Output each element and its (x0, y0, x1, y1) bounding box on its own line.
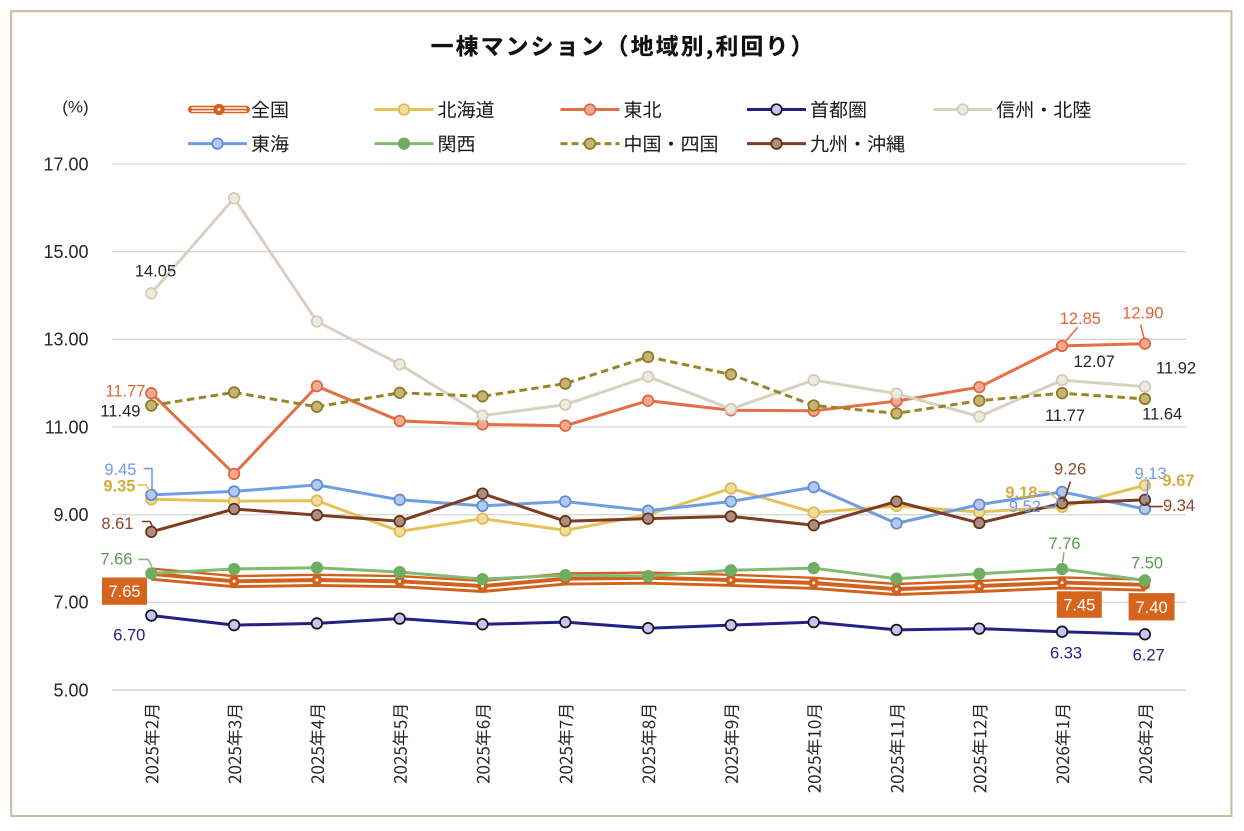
svg-text:12.90: 12.90 (1122, 305, 1163, 323)
svg-text:7.00: 7.00 (53, 593, 88, 613)
svg-text:9.34: 9.34 (1163, 497, 1195, 515)
svg-text:9.13: 9.13 (1135, 465, 1167, 483)
svg-text:13.00: 13.00 (43, 330, 88, 350)
svg-text:9.26: 9.26 (1054, 460, 1086, 478)
svg-text:6.33: 6.33 (1050, 644, 1082, 662)
svg-text:11.77: 11.77 (1045, 407, 1085, 425)
svg-text:12.85: 12.85 (1060, 310, 1101, 328)
svg-text:9.67: 9.67 (1162, 472, 1194, 490)
svg-text:7.66: 7.66 (100, 551, 132, 569)
svg-text:17.00: 17.00 (43, 154, 88, 174)
svg-text:(%): (%) (62, 98, 88, 117)
svg-text:9.45: 9.45 (104, 461, 136, 479)
svg-text:9.52: 9.52 (1009, 498, 1041, 516)
svg-text:7.50: 7.50 (1131, 555, 1163, 573)
svg-text:7.65: 7.65 (108, 583, 140, 601)
svg-text:11.77: 11.77 (105, 383, 145, 401)
svg-text:14.05: 14.05 (135, 263, 176, 281)
svg-text:9.18: 9.18 (1005, 484, 1037, 502)
svg-text:11.00: 11.00 (45, 417, 89, 437)
svg-text:11.49: 11.49 (100, 402, 140, 420)
svg-text:6.70: 6.70 (113, 627, 145, 645)
svg-text:8.61: 8.61 (101, 515, 133, 533)
svg-text:7.76: 7.76 (1048, 535, 1080, 553)
svg-text:15.00: 15.00 (43, 242, 88, 262)
svg-text:6.27: 6.27 (1133, 647, 1165, 665)
svg-text:11.64: 11.64 (1142, 406, 1182, 424)
svg-text:9.35: 9.35 (103, 478, 135, 496)
svg-text:7.40: 7.40 (1136, 599, 1168, 617)
svg-text:9.00: 9.00 (53, 505, 88, 525)
svg-text:11.92: 11.92 (1156, 360, 1196, 378)
svg-text:5.00: 5.00 (53, 680, 88, 700)
svg-text:7.45: 7.45 (1063, 596, 1095, 614)
svg-text:12.07: 12.07 (1074, 353, 1115, 371)
